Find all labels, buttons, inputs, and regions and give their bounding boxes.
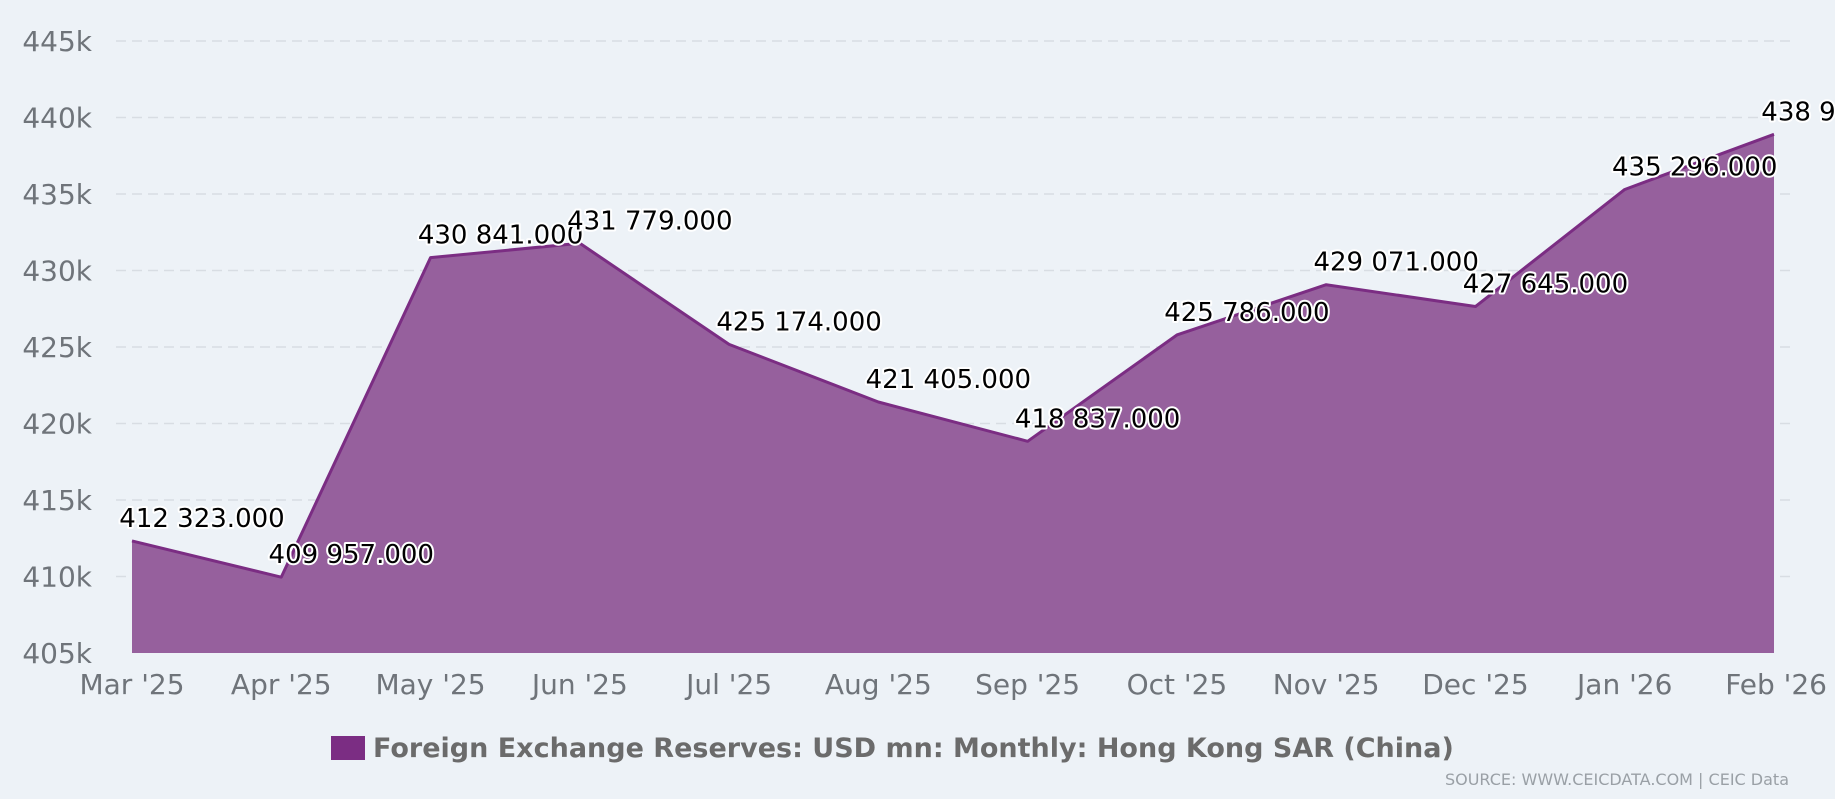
x-tick-label: Dec '25 [1422,668,1528,701]
series-area-fill [132,134,1774,653]
x-tick-label: Sep '25 [975,668,1080,701]
x-tick-label: Feb '26 [1725,668,1827,701]
data-label: 418 837.000 [1015,404,1180,434]
y-tick-label: 435k [22,178,92,211]
x-tick-label: May '25 [375,668,485,701]
x-tick-label: Aug '25 [825,668,932,701]
series-area [131,132,1775,653]
data-label: 425 174.000 [716,307,881,337]
series-line[interactable] [131,132,1775,579]
data-label: 435 296.000 [1612,152,1777,182]
data-label: 425 786.000 [1164,298,1329,328]
x-tick-label: Nov '25 [1273,668,1380,701]
x-tick-label: Jan '26 [1575,668,1672,701]
x-tick-label: Jul '25 [684,668,772,701]
data-label: 409 957.000 [269,540,434,570]
x-axis-tick-labels: Mar '25 Apr '25 May '25 Jun '25 Jul '25 Aug '… [79,668,1827,701]
y-axis-tick-labels: 405k 410k 415k 420k 425k 430k 435k 440k 445k [22,25,92,670]
y-tick-label: 415k [22,484,92,517]
legend-label[interactable]: Foreign Exchange Reserves: USD mn: Month… [373,733,1454,764]
y-tick-label: 430k [22,255,92,288]
legend-swatch[interactable] [331,736,365,760]
legend[interactable]: Foreign Exchange Reserves: USD mn: Month… [331,733,1454,764]
data-label: 431 779.000 [567,206,732,236]
y-tick-label: 420k [22,408,92,441]
data-label: 430 841.000 [418,221,583,251]
data-label: 438 903.000 [1761,97,1835,127]
data-label: 429 071.000 [1313,248,1478,278]
y-tick-label: 425k [22,331,92,364]
y-tick-label: 445k [22,25,92,58]
y-tick-label: 410k [22,561,92,594]
data-label: 427 645.000 [1463,270,1628,300]
x-tick-label: Mar '25 [79,668,184,701]
x-tick-label: Apr '25 [231,668,332,701]
x-tick-label: Oct '25 [1127,668,1228,701]
x-tick-label: Jun '25 [530,668,628,701]
source-credit: SOURCE: WWW.CEICDATA.COM | CEIC Data [1445,770,1789,789]
data-label: 412 323.000 [119,504,284,534]
y-tick-label: 440k [22,102,92,135]
y-tick-label: 405k [22,637,92,670]
data-label: 421 405.000 [866,365,1031,395]
